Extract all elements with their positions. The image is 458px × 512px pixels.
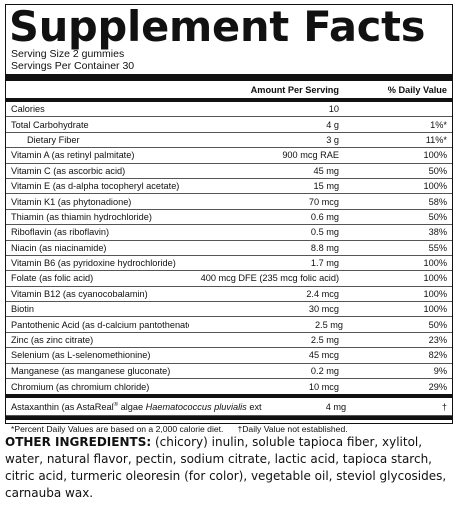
table-row: Folate (as folic acid) 400 mcg DFE (235 m… <box>6 271 452 287</box>
nutrient-amount: 2.5 mg <box>310 335 339 346</box>
footnote-divider <box>6 416 452 421</box>
serving-size: Serving Size 2 gummies <box>11 48 125 60</box>
nutrient-dv: 55% <box>428 242 447 253</box>
table-row: Niacin (as niacinamide) 8.8 mg 55% <box>6 241 452 256</box>
nutrient-amount: 3 g <box>326 134 339 145</box>
table-row: Selenium (as L-selenomethionine) 45 mcg 82… <box>6 348 452 364</box>
nutrient-amount: 45 mcg <box>308 350 339 361</box>
nutrient-amount: 0.2 mg <box>310 365 339 376</box>
nutrient-name: Chromium (as chromium chloride) <box>11 381 150 392</box>
nutrient-name: Zinc (as zinc citrate) <box>11 335 94 346</box>
nutrient-name: Vitamin K1 (as phytonadione) <box>11 196 132 207</box>
nutrient-amount: 15 mg <box>313 181 340 192</box>
amount-header: Amount Per Serving <box>250 84 339 95</box>
table-row: Vitamin B12 (as cyanocobalamin) 2.4 mcg 10… <box>6 287 452 303</box>
nutrient-name: Riboflavin (as riboflavin) <box>11 227 110 238</box>
nutrient-dv: 100% <box>423 273 448 284</box>
nutrient-name: Vitamin A (as retinyl palmitate) <box>11 150 135 161</box>
nutrient-dv: 58% <box>428 196 447 207</box>
table-row: Zinc (as zinc citrate) 2.5 mg 23% <box>6 333 452 349</box>
table-row: Vitamin A (as retinyl palmitate) 900 mcg … <box>6 148 452 164</box>
footnote-dv-not-established: †Daily Value not established. <box>237 424 348 435</box>
nutrient-dv: 100% <box>423 258 448 269</box>
nutrient-dv: 1%* <box>430 119 447 130</box>
nutrient-dv: 29% <box>428 381 447 392</box>
table-row: Riboflavin (as riboflavin) 0.5 mg 38% <box>6 225 452 241</box>
nutrient-table: Calories 10 Total Carbohydrate 4 g 1%* Diet… <box>6 102 452 394</box>
nutrient-dv: 82% <box>428 350 447 361</box>
nutrient-name: Selenium (as L-selenomethionine) <box>11 350 151 361</box>
daily-value-header: % Daily Value <box>387 84 447 95</box>
nutrient-amount: 30 mcg <box>308 304 339 315</box>
other-ingredients: OTHER INGREDIENTS: (chicory) inulin, sol… <box>5 434 455 502</box>
footnotes: *Percent Daily Values are based on a 2,0… <box>6 420 452 434</box>
table-row: Vitamin E (as d-alpha tocopheryl acetate… <box>6 179 452 195</box>
nutrient-amount: 45 mg <box>313 165 339 176</box>
nutrient-name: Calories <box>11 104 45 115</box>
nutrient-dv: 100% <box>423 288 448 299</box>
table-row: Dietary Fiber 3 g 11%* <box>6 133 452 149</box>
nutrient-name: Biotin <box>11 304 34 315</box>
nutrient-name: Thiamin (as thiamin hydrochloride) <box>11 211 152 222</box>
table-row: Pantothenic Acid (as d-calcium pantothen… <box>6 317 452 333</box>
thick-divider <box>6 74 452 81</box>
nutrient-name: Vitamin C (as ascorbic acid) <box>11 165 126 176</box>
nutrient-dv: 9% <box>433 365 447 376</box>
nutrient-dv: 50% <box>428 211 447 222</box>
astaxanthin-divider <box>6 394 452 399</box>
nutrient-amount: 2.5 mg <box>314 319 344 330</box>
nutrient-name: Vitamin B12 (as cyanocobalamin) <box>11 288 148 299</box>
nutrient-name: Vitamin E (as d-alpha tocopheryl acetate… <box>11 181 180 192</box>
panel-title: Supplement Facts <box>9 2 426 51</box>
nutrient-name: Folate (as folic acid) <box>11 273 94 284</box>
nutrient-amount: 900 mcg RAE <box>282 150 339 161</box>
nutrient-dv: 100% <box>423 304 448 315</box>
column-header: Amount Per Serving % Daily Value <box>6 81 452 98</box>
header-divider <box>6 98 452 102</box>
astaxanthin-row: Astaxanthin (as AstaReal® algae Haematoc… <box>6 398 452 417</box>
nutrient-amount: 0.5 mg <box>310 227 339 238</box>
nutrient-amount: 0.6 mg <box>310 211 339 222</box>
supplement-facts-panel: Supplement Facts Serving Size 2 gummies … <box>5 2 453 434</box>
nutrient-name: Total Carbohydrate <box>11 119 89 130</box>
astaxanthin-name: Astaxanthin (as AstaReal® algae Haematoc… <box>11 401 262 412</box>
nutrient-name: Vitamin B6 (as pyridoxine hydrochloride) <box>11 258 176 269</box>
table-row: Manganese (as manganese gluconate) 0.2 mg… <box>6 364 452 380</box>
nutrient-amount: 8.8 mg <box>310 242 339 253</box>
nutrient-name: Dietary Fiber <box>27 134 80 145</box>
nutrient-dv: 38% <box>428 227 447 238</box>
table-row: Total Carbohydrate 4 g 1%* <box>6 117 452 133</box>
table-row: Calories 10 <box>6 102 452 118</box>
table-row: Vitamin K1 (as phytonadione) 70 mcg 58% <box>6 194 452 210</box>
nutrient-name: Pantothenic Acid (as d-calcium pantothen… <box>11 319 189 330</box>
other-ingredients-label: OTHER INGREDIENTS: <box>5 435 152 449</box>
nutrient-dv: 11%* <box>425 134 447 145</box>
nutrient-amount: 10 mcg <box>308 381 339 392</box>
nutrient-dv: 100% <box>423 150 448 161</box>
nutrient-amount: 10 <box>328 104 339 115</box>
table-row: Vitamin C (as ascorbic acid) 45 mg 50% <box>6 164 452 179</box>
nutrient-dv: 23% <box>428 335 447 346</box>
table-row: Chromium (as chromium chloride) 10 mcg 29% <box>6 379 452 394</box>
nutrient-amount: 400 mcg DFE (235 mcg folic acid) <box>200 273 339 284</box>
astaxanthin-dv: † <box>441 401 447 412</box>
footnote-percent-dv: *Percent Daily Values are based on a 2,0… <box>11 424 224 435</box>
nutrient-name: Manganese (as manganese gluconate) <box>11 365 171 376</box>
table-row: Biotin 30 mcg 100% <box>6 302 452 318</box>
servings-per-container: Servings Per Container 30 <box>11 59 135 72</box>
nutrient-amount: 70 mcg <box>308 196 339 207</box>
nutrient-amount: 4 g <box>326 119 339 130</box>
nutrient-amount: 1.7 mg <box>310 258 339 269</box>
nutrient-amount: 2.4 mcg <box>306 288 339 299</box>
nutrient-dv: 100% <box>423 181 448 192</box>
other-ingredients-text: (chicory) inulin, soluble tapioca fiber,… <box>5 435 447 500</box>
nutrient-name: Niacin (as niacinamide) <box>11 242 107 253</box>
table-row: Thiamin (as thiamin hydrochloride) 0.6 mg… <box>6 210 452 226</box>
nutrient-dv: 50% <box>428 319 447 330</box>
nutrient-dv: 50% <box>428 165 447 176</box>
astaxanthin-amount: 4 mg <box>325 401 347 412</box>
table-row: Vitamin B6 (as pyridoxine hydrochloride)… <box>6 256 452 272</box>
